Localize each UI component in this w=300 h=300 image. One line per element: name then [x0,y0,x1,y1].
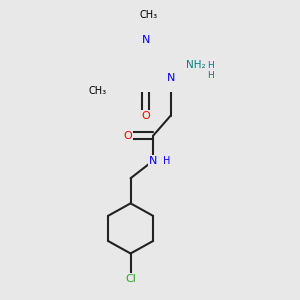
Text: NH₂: NH₂ [186,61,206,70]
Text: O: O [124,131,132,141]
Text: O: O [141,111,150,121]
Text: N: N [149,156,157,166]
Text: CH₃: CH₃ [89,85,107,95]
Text: CH₃: CH₃ [139,10,157,20]
Text: H: H [163,156,170,166]
Text: Cl: Cl [125,274,136,284]
Text: H
H: H H [207,61,214,80]
Text: N: N [141,35,150,45]
Text: N: N [167,73,175,83]
